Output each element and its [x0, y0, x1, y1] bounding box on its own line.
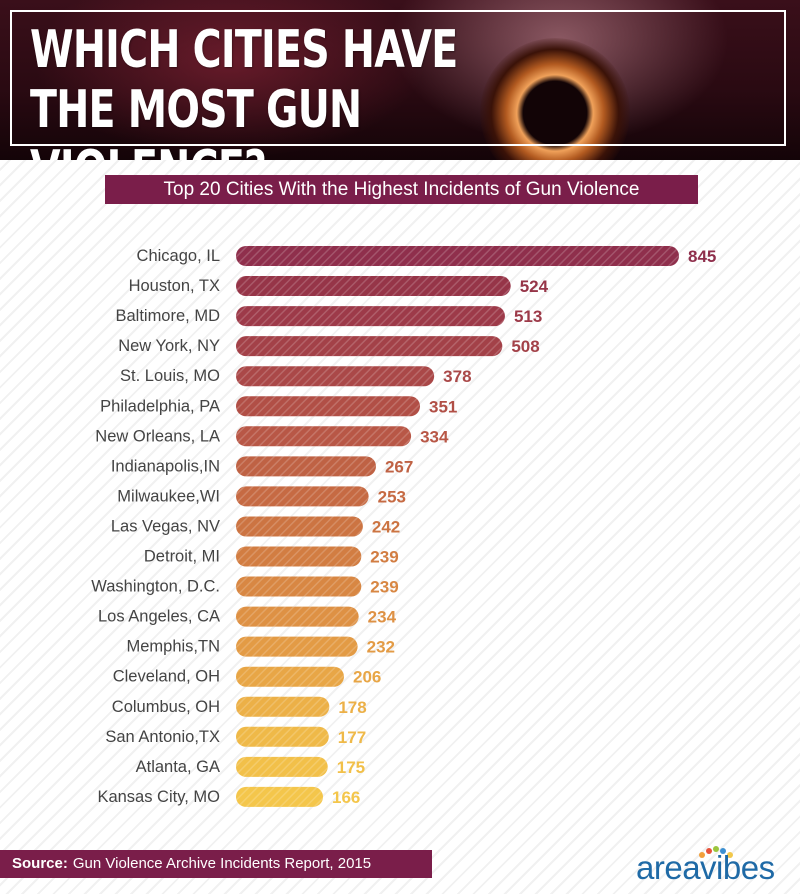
data-label: 239 — [370, 548, 398, 567]
data-label: 175 — [337, 758, 365, 777]
data-label: 177 — [338, 728, 366, 747]
data-label: 378 — [443, 367, 471, 386]
data-label: 239 — [370, 578, 398, 597]
logo-dot — [720, 848, 726, 854]
data-label: 524 — [520, 277, 549, 296]
bar-texture — [236, 366, 435, 387]
bar-texture — [236, 336, 503, 357]
data-label: 166 — [332, 788, 360, 807]
category-label: New Orleans, LA — [95, 427, 220, 445]
bar-texture — [236, 396, 421, 417]
category-label: Chicago, IL — [137, 247, 220, 265]
bar-texture — [236, 666, 344, 687]
data-label: 253 — [378, 487, 406, 506]
source-label: Source: — [12, 855, 68, 872]
data-label: 178 — [338, 698, 366, 717]
data-label: 513 — [514, 307, 542, 326]
category-label: Columbus, OH — [112, 698, 220, 716]
bar-texture — [236, 486, 369, 507]
data-label: 206 — [353, 668, 381, 687]
category-label: Philadelphia, PA — [100, 397, 220, 415]
data-label: 845 — [688, 247, 716, 266]
bar-texture — [236, 306, 505, 327]
category-label: Los Angeles, CA — [98, 608, 220, 626]
data-label: 242 — [372, 517, 400, 536]
data-label: 334 — [420, 427, 449, 446]
bar-texture — [236, 786, 324, 807]
category-label: Baltimore, MD — [115, 307, 220, 325]
logo-dot — [706, 848, 712, 854]
data-label: 508 — [511, 337, 539, 356]
logo-dot — [727, 852, 733, 858]
bar-texture — [236, 756, 328, 777]
bar-texture — [236, 636, 358, 657]
bar-texture — [236, 516, 363, 537]
bar-texture — [236, 546, 362, 567]
category-label: Memphis,TN — [126, 638, 220, 656]
bar-texture — [236, 426, 412, 447]
category-label: Houston, TX — [129, 277, 220, 295]
data-label: 351 — [429, 397, 457, 416]
gun-barrel-image — [480, 38, 630, 160]
category-label: Detroit, MI — [144, 548, 220, 566]
category-label: Washington, D.C. — [91, 578, 220, 596]
bar-texture — [236, 246, 679, 266]
category-label: Milwaukee,WI — [117, 487, 220, 505]
bar-texture — [236, 606, 359, 627]
chart-subtitle: Top 20 Cities With the Highest Incidents… — [105, 175, 698, 204]
bar-texture — [236, 576, 362, 597]
category-label: Las Vegas, NV — [111, 517, 220, 535]
category-label: Atlanta, GA — [136, 758, 220, 776]
category-label: St. Louis, MO — [120, 367, 220, 385]
category-label: Indianapolis,IN — [111, 457, 220, 475]
areavibes-logo: areavibes — [636, 846, 796, 886]
bar-texture — [236, 726, 329, 747]
category-label: Cleveland, OH — [113, 668, 220, 686]
bar-texture — [236, 276, 511, 297]
page-title-text: WHICH CITIES HAVE THE MOST GUN VIOLENCE? — [30, 20, 458, 160]
source-text: Gun Violence Archive Incidents Report, 2… — [72, 855, 372, 872]
source-note: Source: Gun Violence Archive Incidents Re… — [0, 850, 432, 878]
bar-texture — [236, 696, 330, 717]
bar-texture — [236, 456, 376, 477]
header-banner: WHICH CITIES HAVE THE MOST GUN VIOLENCE? — [0, 0, 800, 160]
category-label: New York, NY — [118, 337, 220, 355]
data-label: 232 — [367, 638, 395, 657]
category-label: Kansas City, MO — [97, 788, 220, 806]
page-title: WHICH CITIES HAVE THE MOST GUN VIOLENCE? — [30, 20, 478, 160]
data-label: 234 — [368, 608, 397, 627]
logo-dot — [699, 852, 705, 858]
header-frame — [10, 10, 786, 146]
logo-text: areavibes — [636, 849, 775, 886]
category-label: San Antonio,TX — [105, 728, 220, 746]
logo-dot — [713, 846, 719, 852]
data-label: 267 — [385, 457, 413, 476]
